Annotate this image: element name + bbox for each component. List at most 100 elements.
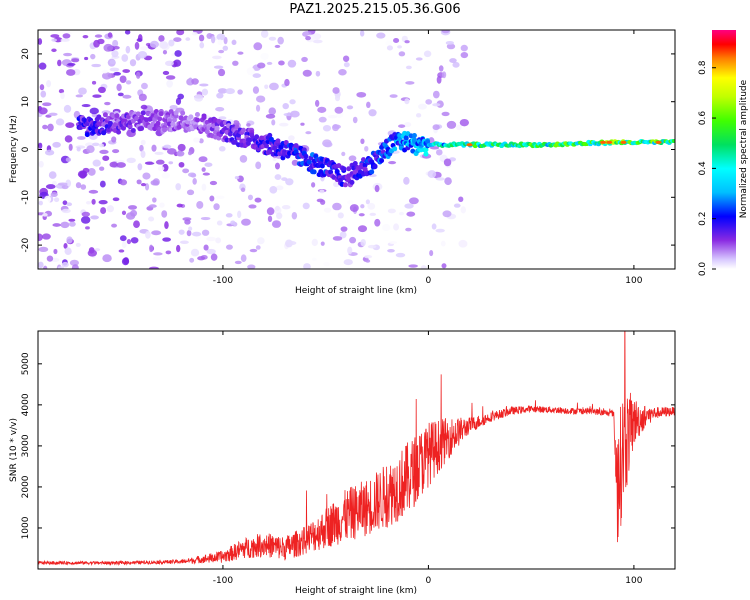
- spectrogram-noise-blob: [201, 167, 206, 172]
- spectrogram-noise-blob: [320, 199, 326, 205]
- spectrogram-noise-blob: [185, 37, 191, 41]
- colorbar-tick-label: 0.4: [698, 161, 708, 176]
- spectrogram-noise-blob: [357, 225, 368, 233]
- spectrogram-noise-blob: [75, 94, 84, 98]
- spectrogram-noise-blob: [360, 238, 366, 247]
- snr-x-tick-label: 100: [625, 576, 642, 586]
- spectrogram-noise-blob: [140, 104, 148, 110]
- spectrogram-noise-blob: [122, 69, 131, 73]
- spectrogram-noise-blob: [44, 195, 52, 203]
- spectrogram-noise-blob: [287, 59, 297, 68]
- spectrogram-noise-blob: [66, 236, 73, 244]
- spectrogram-noise-blob: [441, 30, 450, 34]
- colorbar-ticks: 0.0 0.2 0.4 0.6 0.8: [698, 60, 716, 276]
- spectrogram-noise-blob: [126, 238, 132, 245]
- spectrogram-noise-blob: [45, 184, 56, 190]
- spectrogram-noise-blob: [369, 212, 377, 216]
- spectrogram-noise-blob: [239, 154, 248, 163]
- spectrogram-noise-blob: [323, 141, 333, 148]
- spectrogram-noise-blob: [398, 124, 406, 128]
- spectrogram-ridge-cell: [352, 160, 358, 166]
- snr-x-axis-label: Height of straight line (km): [295, 586, 417, 596]
- spectrogram-noise-blob: [241, 218, 251, 226]
- spectrogram-noise-blob: [404, 203, 414, 209]
- snr-x-tick-label: -100: [213, 576, 234, 586]
- spectrogram-ridge-cell: [268, 136, 274, 142]
- spectrogram-noise-blob: [152, 197, 157, 203]
- spectrogram-noise-blob: [246, 123, 251, 127]
- spectrogram-noise-blob: [415, 57, 423, 61]
- spectrogram-noise-blob: [112, 197, 120, 202]
- snr-x-ticks: -100 0 100: [213, 331, 643, 586]
- spectrogram-ridge-cell: [194, 117, 200, 123]
- spectrogram-noise-blob: [176, 203, 183, 208]
- spectrogram-noise-blob: [102, 155, 110, 161]
- spectrogram-noise-blob: [100, 207, 107, 215]
- spectrogram-noise-blob: [342, 55, 350, 62]
- spectrogram-noise-blob: [166, 148, 177, 155]
- spectrogram-noise-blob: [186, 189, 195, 196]
- spectrogram-noise-blob: [460, 44, 468, 52]
- spectrogram-noise-blob: [215, 107, 225, 112]
- spectrogram-noise-blob: [40, 90, 47, 98]
- spectrogram-noise-blob: [349, 204, 359, 212]
- spectrogram-noise-blob: [48, 112, 58, 116]
- spectrogram-noise-blob: [374, 218, 381, 227]
- spectrogram-noise-blob: [237, 89, 243, 95]
- spectrogram-noise-blob: [64, 247, 72, 255]
- spectrogram-ridge-cell: [311, 169, 317, 175]
- spectrogram-noise-blob: [148, 204, 157, 208]
- spectrogram-noise-blob: [57, 266, 65, 269]
- spectrogram-noise-blob: [129, 59, 137, 67]
- spectrogram-noise-blob: [144, 161, 155, 165]
- spectrogram-noise-blob: [134, 41, 140, 50]
- spectrogram-noise-blob: [119, 75, 127, 83]
- spectrogram-noise-blob: [145, 230, 151, 239]
- spectrogram-noise-blob: [217, 39, 223, 46]
- spectrogram-noise-blob: [163, 144, 172, 149]
- spectrogram-noise-blob: [225, 213, 233, 218]
- spectrogram-noise-blob: [78, 87, 87, 95]
- spectrogram-noise-blob: [234, 260, 242, 265]
- spectrogram-x-tick-label: 100: [625, 276, 642, 286]
- spectrogram-noise-blob: [334, 94, 341, 102]
- spectrogram-noise-blob: [130, 209, 138, 217]
- spectrogram-noise-blob: [312, 39, 323, 44]
- spectrogram-noise-blob: [99, 149, 109, 155]
- spectrogram-noise-blob: [216, 92, 224, 99]
- spectrogram-ridge-cell: [114, 113, 120, 119]
- spectrogram-noise-blob: [287, 240, 297, 246]
- spectrogram-noise-blob: [43, 265, 48, 269]
- spectrogram-noise-blob: [231, 39, 237, 45]
- spectrogram-noise-blob: [162, 49, 168, 55]
- spectrogram-noise-blob: [177, 143, 186, 152]
- spectrogram-peak: [620, 140, 627, 144]
- spectrogram-noise-blob: [432, 90, 440, 99]
- spectrogram-noise-blob: [281, 177, 288, 181]
- spectrogram-noise-blob: [201, 229, 210, 236]
- spectrogram-noise-blob: [139, 144, 144, 152]
- spectrogram-noise-blob: [87, 168, 96, 176]
- spectrogram-noise-blob: [266, 207, 275, 216]
- spectrogram-ridge-cell: [392, 146, 398, 152]
- spectrogram-noise-blob: [121, 210, 127, 216]
- spectrogram-noise-blob: [166, 79, 173, 88]
- spectrogram-noise-blob: [154, 151, 164, 155]
- spectrogram-noise-blob: [252, 86, 260, 94]
- spectrogram-noise-blob: [201, 88, 209, 96]
- spectrogram-noise-blob: [50, 34, 60, 38]
- colorbar-tick-label: 0.6: [698, 111, 708, 126]
- spectrogram-noise-blob: [458, 239, 468, 248]
- spectrogram-noise-blob: [405, 65, 412, 70]
- spectrogram-noise-blob: [102, 188, 113, 196]
- spectrogram-noise-blob: [38, 261, 44, 269]
- spectrogram-noise-blob: [51, 48, 57, 53]
- spectrogram-noise-blob: [107, 32, 113, 38]
- spectrogram-noise-blob: [178, 229, 185, 235]
- spectrogram-noise-blob: [442, 210, 452, 218]
- spectrogram-ridge-cell: [180, 110, 186, 116]
- spectrogram-noise-blob: [206, 33, 213, 39]
- spectrogram-noise-blob: [176, 244, 181, 253]
- spectrogram-noise-blob: [406, 211, 416, 217]
